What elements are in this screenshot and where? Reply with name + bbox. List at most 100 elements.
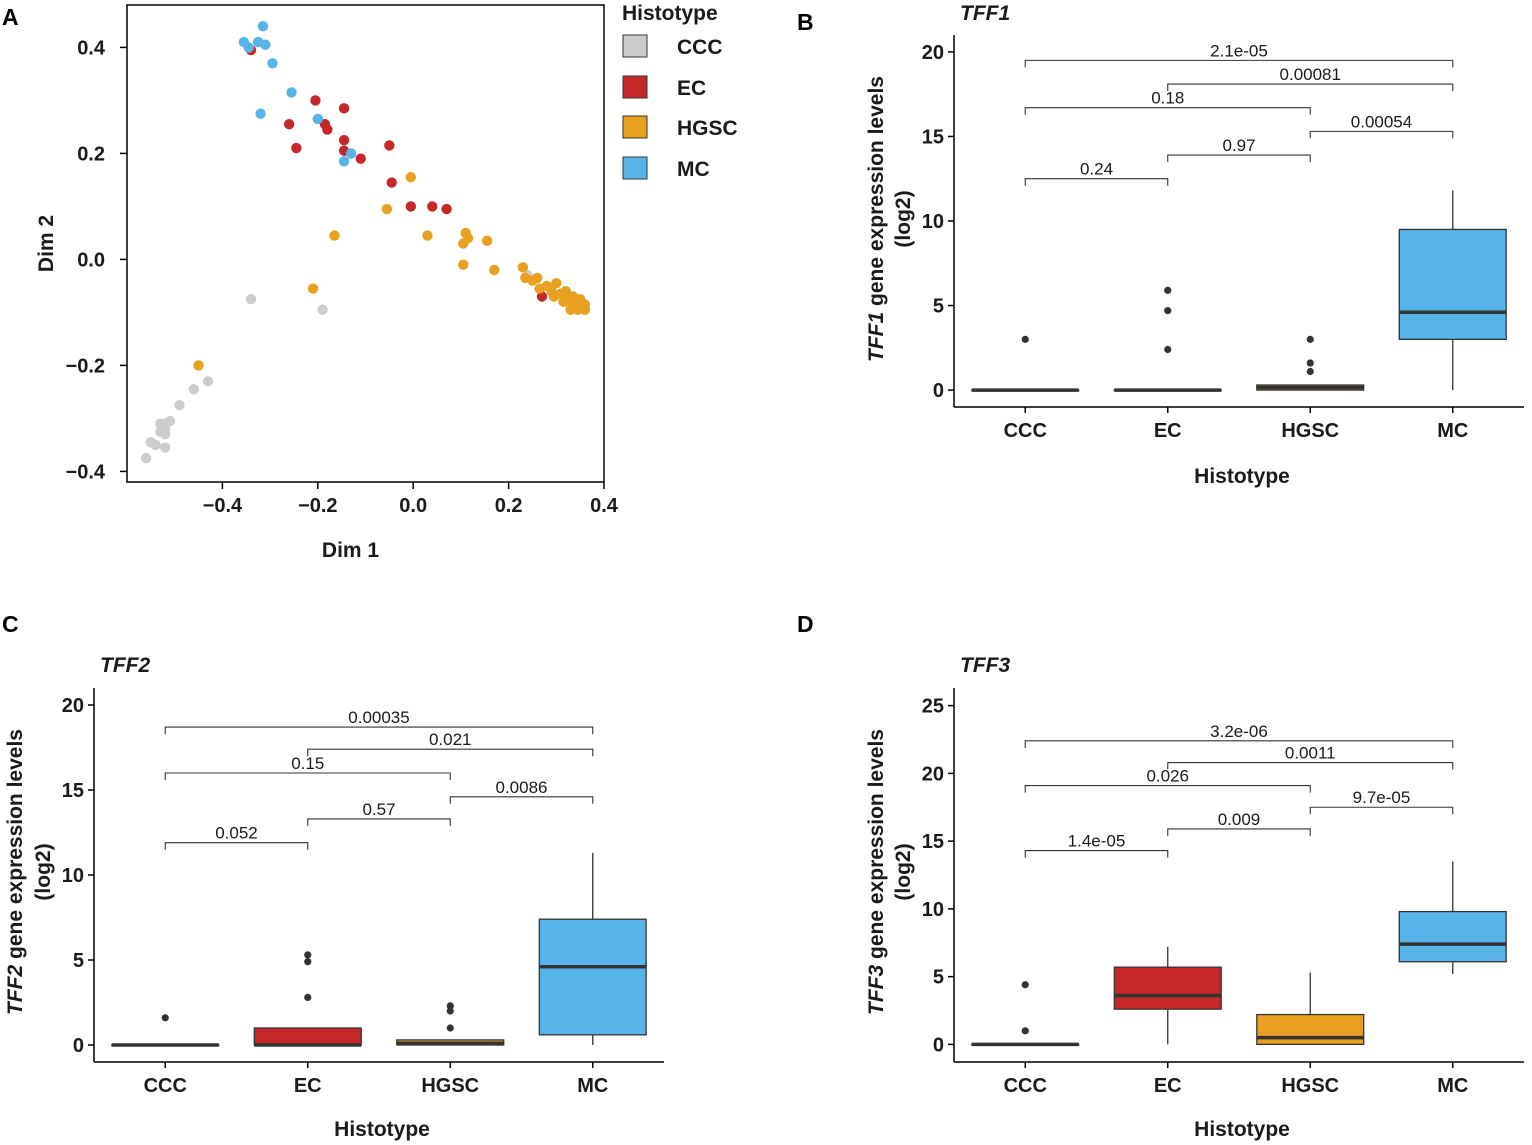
panel-b-y-label-gene: TFF1 [865,312,888,362]
scatter-point-ec [386,177,397,188]
x-tick-label-ccc: CCC [144,1075,187,1097]
y-tick-label: 15 [62,780,84,802]
scatter-point-ccc [202,376,214,387]
scatter-point-hgsc [193,360,204,371]
x-tick-label-ec: EC [1154,1075,1182,1097]
scatter-point-hgsc [458,238,469,249]
y-tick-label: 15 [922,831,944,853]
panel-d-plot: 0 5 10 15 20 25 CCC EC HGSC MC 1.4e-05 0.009 9.7e-05… [922,688,1524,1097]
scatter-y-label: Dim 2 [35,215,58,272]
x-tick-label-hgsc: HGSC [1281,1075,1339,1097]
scatter-point-hgsc [329,230,340,241]
panel-c-boxplot: C TFF2 0 5 10 15 20 CCC EC HGSC MC 0.052 0.57 0.008… [2,611,664,1141]
outlier-ccc [1021,981,1029,989]
scatter-point-mc [260,39,271,50]
scatter-point-mc [345,148,357,159]
x-tick-label-ccc: CCC [1004,420,1047,442]
scatter-point-ccc [140,452,152,464]
scatter-point-mc [286,87,297,98]
scatter-y-tick-label: 0.0 [77,249,105,271]
scatter-point-hgsc [572,304,583,315]
panel-b-letter: B [797,9,814,35]
box-hgsc [1256,1013,1365,1046]
legend-swatch-ccc [622,34,648,58]
scatter-point-mc [312,113,323,125]
comparison-bracket [1024,107,1311,115]
panel-d-y-label: TFF3 gene expression levels [865,729,888,1015]
y-tick-label: 5 [933,296,944,318]
y-tick-label: 20 [922,42,944,64]
panel-c-y-label-unit: (log2) [32,843,55,900]
x-tick-label-hgsc: HGSC [421,1075,479,1097]
panel-b-y-label-text: gene expression levels [865,76,888,306]
scatter-x-ticks: −0.4 −0.2 0.0 0.2 0.4 [203,482,619,517]
scatter-point-ec [384,140,395,151]
scatter-point-hgsc [560,286,572,297]
comparison-p-value: 9.7e-05 [1353,788,1411,807]
comparison-p-value: 3.2e-06 [1210,722,1268,741]
scatter-point-ec [405,201,417,212]
scatter-point-hgsc [307,283,319,294]
outlier-ec [1164,307,1172,315]
scatter-point-hgsc [517,262,529,273]
scatter-point-ccc [188,384,199,395]
scatter-point-hgsc [579,304,591,315]
scatter-x-tick-label: −0.2 [298,495,337,517]
scatter-point-mc [267,58,278,69]
outlier-hgsc [446,1007,454,1015]
comparison-p-value: 0.0011 [1285,744,1336,763]
panel-c-y-label: TFF2 gene expression levels [4,729,27,1015]
comparison-bracket [1024,785,1311,793]
scatter-point-ec [441,203,452,215]
panel-b-plot: 0 5 10 15 20 CCC EC HGSC MC 0.24 0.97 0.00054 0.18 0.… [922,35,1524,442]
scatter-point-ec [355,153,366,164]
outlier-hgsc [1306,367,1314,376]
panel-c-gene-title: TFF2 [100,654,150,677]
panel-a-scatter: A −0.4 −0.2 0.0 0.2 0.4 −0.4 −0.2 0.0 0.2 0.4 Di… [2,2,738,562]
panel-d-y-label-text: gene expression levels [865,729,888,959]
y-tick-label: 0 [73,1035,84,1057]
panel-c-x-label: Histotype [334,1118,430,1141]
outlier-hgsc [446,1002,454,1010]
scatter-point-ccc [164,415,176,427]
comparison-p-value: 0.00035 [348,708,409,727]
box-mc [538,918,647,1036]
panel-d-y-label-gene: TFF3 [865,965,888,1015]
legend-title: Histotype [622,2,718,25]
x-tick-label-ccc: CCC [1004,1075,1047,1097]
scatter-x-tick-label: 0.4 [590,495,619,517]
scatter-x-tick-label: −0.4 [203,495,243,517]
comparison-bracket [1024,740,1454,748]
scatter-point-ec [427,201,438,212]
x-tick-label-ec: EC [1154,420,1182,442]
scatter-point-hgsc [551,278,562,289]
panel-c-letter: C [2,611,19,637]
legend-swatch-hgsc [622,115,648,139]
scatter-y-tick-label: −0.2 [66,355,105,377]
scatter-point-ec [322,124,333,135]
x-tick-label-hgsc: HGSC [1281,420,1339,442]
panel-c-plot: 0 5 10 15 20 CCC EC HGSC MC 0.052 0.57 0.0086 0.15 0.… [62,688,664,1097]
scatter-point-hgsc [565,304,576,315]
outlier-ec [304,958,312,966]
panel-a-letter: A [2,4,19,30]
y-tick-label: 10 [62,865,84,887]
scatter-point-ccc [245,293,257,305]
comparison-bracket [1309,130,1454,139]
scatter-point-ec [536,291,548,302]
histotype-legend: Histotype CCC EC HGSC MC [622,2,738,181]
comparison-bracket [1167,761,1454,770]
y-tick-label: 0 [933,1034,944,1056]
scatter-point-ec [291,142,302,154]
panel-d-gene-title: TFF3 [960,654,1010,677]
scatter-y-tick-label: 0.4 [77,37,106,59]
scatter-point-ccc [150,439,161,451]
scatter-x-tick-label: 0.2 [495,495,523,517]
scatter-point-hgsc [481,235,493,247]
scatter-point-mc [257,21,269,32]
box-ec [253,1027,362,1046]
comparison-bracket [164,726,594,735]
outlier-ec [1164,345,1172,354]
box-mc [1398,910,1507,963]
